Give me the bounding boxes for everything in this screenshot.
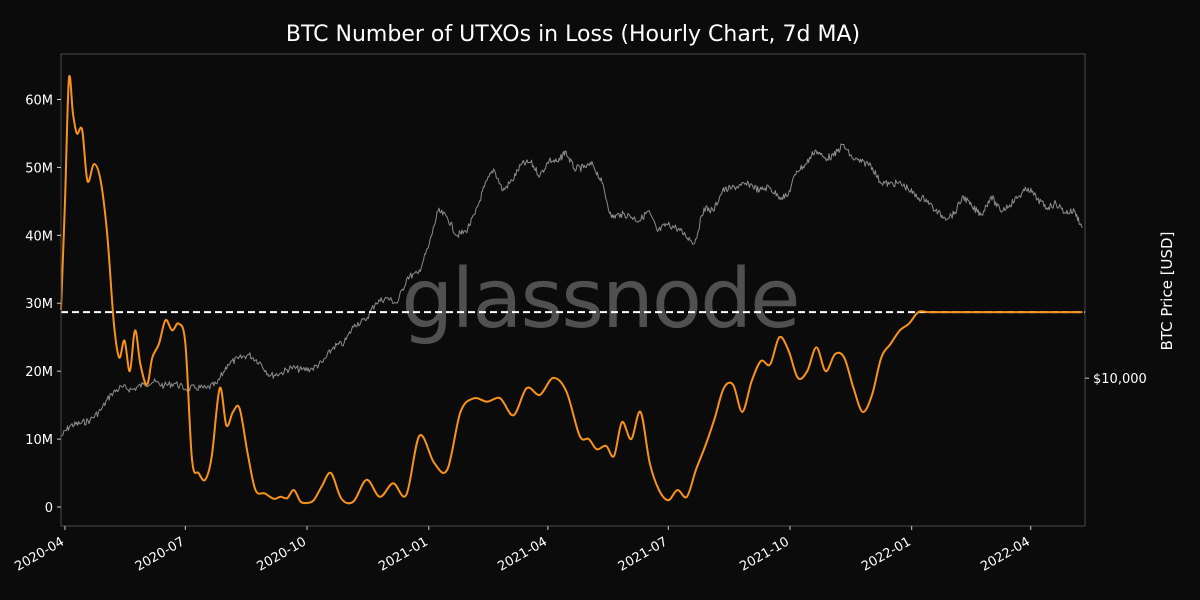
plot-frame	[60, 53, 1086, 527]
y-tick-label: 50M	[25, 161, 53, 176]
utxo-series-layer	[60, 74, 1083, 505]
y-tick-label: 60M	[25, 94, 53, 109]
y-right-axis-ticks: $10,000	[1085, 372, 1147, 387]
series-utxos-in-loss-line	[60, 74, 1083, 505]
y-tick-label: 0	[45, 501, 53, 516]
y-right-tick-label: $10,000	[1093, 372, 1147, 387]
y-tick-label: 20M	[25, 365, 53, 380]
watermark: glassnode	[401, 252, 798, 347]
y-axis-ticks: 0 10M 20M 30M 40M 50M 60M	[25, 94, 61, 516]
y-tick-label: 10M	[25, 433, 53, 448]
y-tick-label: 40M	[25, 229, 53, 244]
right-axis-title: BTC Price [USD]	[1158, 232, 1176, 351]
chart-title: BTC Number of UTXOs in Loss (Hourly Char…	[286, 22, 860, 47]
y-tick-label: 30M	[25, 297, 53, 312]
series-btc-price-line	[60, 143, 1083, 438]
price-series-layer	[60, 143, 1083, 438]
